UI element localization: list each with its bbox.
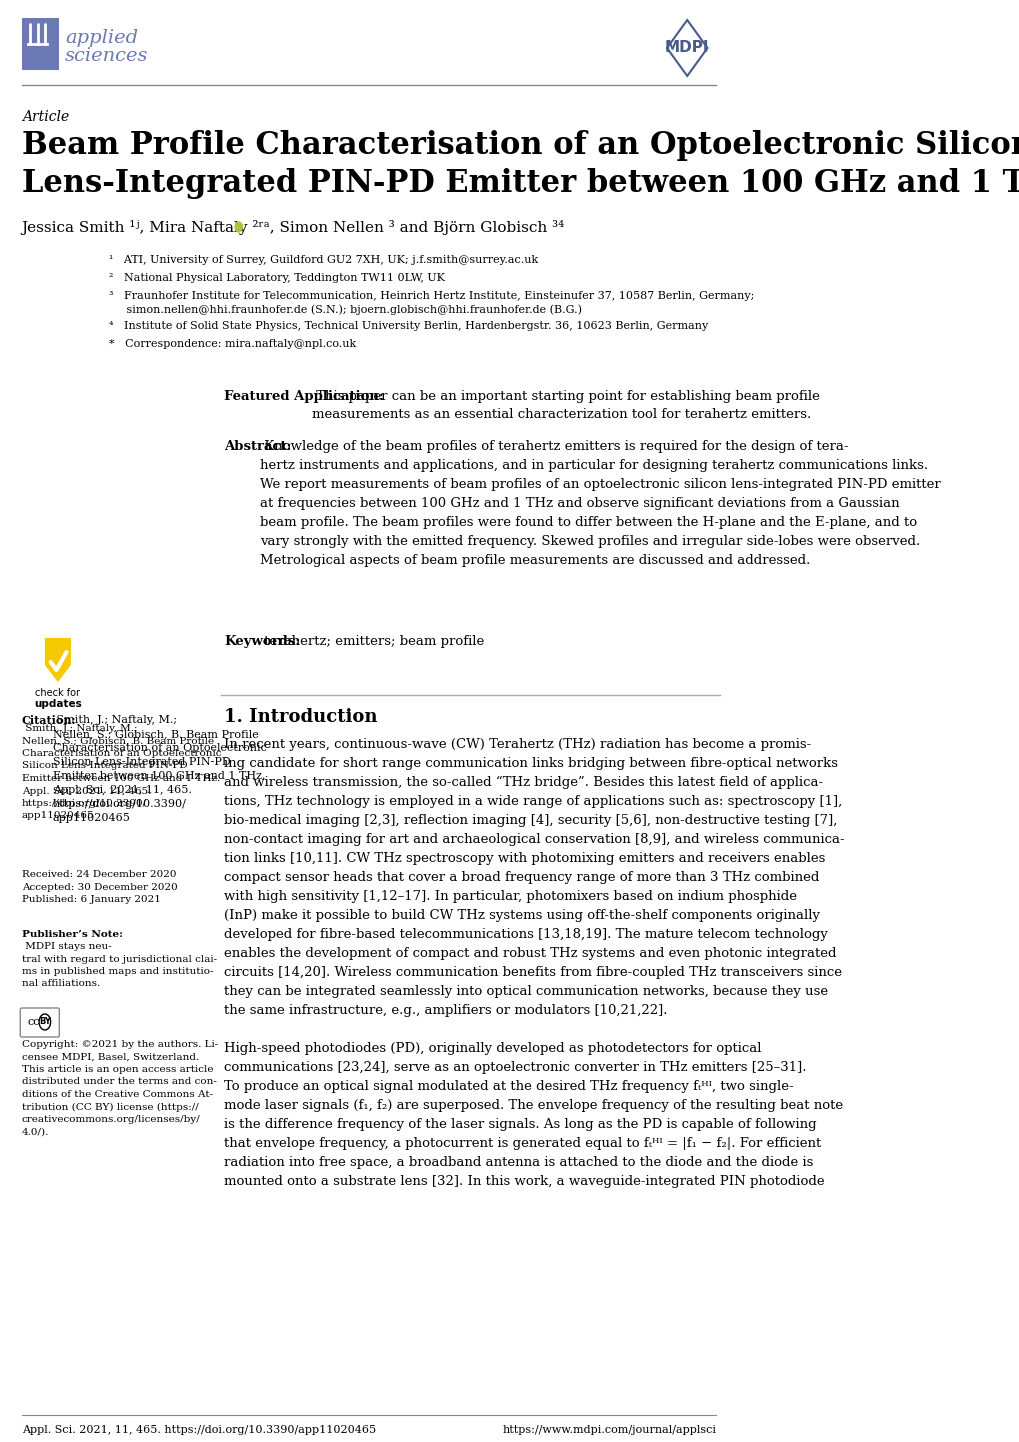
Text: cc: cc [28,1017,40,1027]
Text: Smith, J.; Naftaly, M.;
Nellen, S.; Globisch, B. Beam Profile
Characterisation o: Smith, J.; Naftaly, M.; Nellen, S.; Glob… [21,724,221,820]
Text: terahertz; emitters; beam profile: terahertz; emitters; beam profile [260,634,484,647]
Circle shape [234,222,243,232]
Text: Abstract:: Abstract: [224,440,291,453]
Text: Jessica Smith ¹ʲ, Mira Naftaly ²ʳᵃ, Simon Nellen ³ and Björn Globisch ³⁴: Jessica Smith ¹ʲ, Mira Naftaly ²ʳᵃ, Simo… [21,221,565,235]
Text: MDPI: MDPI [664,40,709,55]
Text: iD: iD [234,225,243,229]
Text: *   Correspondence: mira.naftaly@npl.co.uk: * Correspondence: mira.naftaly@npl.co.uk [108,339,356,349]
Text: This paper can be an important starting point for establishing beam profile
meas: This paper can be an important starting … [312,389,819,421]
Text: Smith, J.; Naftaly, M.;
Nellen, S.; Globisch, B. Beam Profile
Characterisation o: Smith, J.; Naftaly, M.; Nellen, S.; Glob… [53,715,267,823]
Text: Citation:: Citation: [21,715,76,725]
Text: check for: check for [36,688,81,698]
Text: In recent years, continuous-wave (CW) Terahertz (THz) radiation has become a pro: In recent years, continuous-wave (CW) Te… [224,738,844,1188]
Text: MDPI stays neu-
tral with regard to jurisdictional clai-
ms in published maps an: MDPI stays neu- tral with regard to juri… [21,942,217,989]
Text: ¹   ATI, University of Surrey, Guildford GU2 7XH, UK; j.f.smith@surrey.ac.uk: ¹ ATI, University of Surrey, Guildford G… [108,255,537,265]
Text: Beam Profile Characterisation of an Optoelectronic Silicon
Lens-Integrated PIN-P: Beam Profile Characterisation of an Opto… [21,130,1019,199]
Text: BY: BY [39,1018,51,1027]
Text: updates: updates [34,699,82,709]
FancyBboxPatch shape [21,17,59,71]
Text: applied: applied [65,29,139,48]
Text: Article: Article [21,110,69,124]
Text: ⁴   Institute of Solid State Physics, Technical University Berlin, Hardenbergstr: ⁴ Institute of Solid State Physics, Tech… [108,322,707,332]
Text: Copyright: ©2021 by the authors. Li-
censee MDPI, Basel, Switzerland.
This artic: Copyright: ©2021 by the authors. Li- cen… [21,1040,218,1136]
Text: ³   Fraunhofer Institute for Telecommunication, Heinrich Hertz Institute, Einste: ³ Fraunhofer Institute for Telecommunica… [108,291,753,314]
Text: Publisher’s Note:: Publisher’s Note: [21,930,122,939]
Text: Keywords:: Keywords: [224,634,301,647]
Text: Featured Application:: Featured Application: [224,389,384,402]
Text: 1. Introduction: 1. Introduction [224,708,377,725]
Text: sciences: sciences [65,48,149,65]
Polygon shape [45,637,71,682]
Text: https://www.mdpi.com/journal/applsci: https://www.mdpi.com/journal/applsci [501,1425,715,1435]
Text: Appl. Sci. 2021, 11, 465. https://doi.org/10.3390/app11020465: Appl. Sci. 2021, 11, 465. https://doi.or… [21,1425,375,1435]
Text: ²   National Physical Laboratory, Teddington TW11 0LW, UK: ² National Physical Laboratory, Teddingt… [108,273,444,283]
Text: Knowledge of the beam profiles of terahertz emitters is required for the design : Knowledge of the beam profiles of terahe… [260,440,940,567]
Text: Received: 24 December 2020
Accepted: 30 December 2020
Published: 6 January 2021: Received: 24 December 2020 Accepted: 30 … [21,870,177,904]
